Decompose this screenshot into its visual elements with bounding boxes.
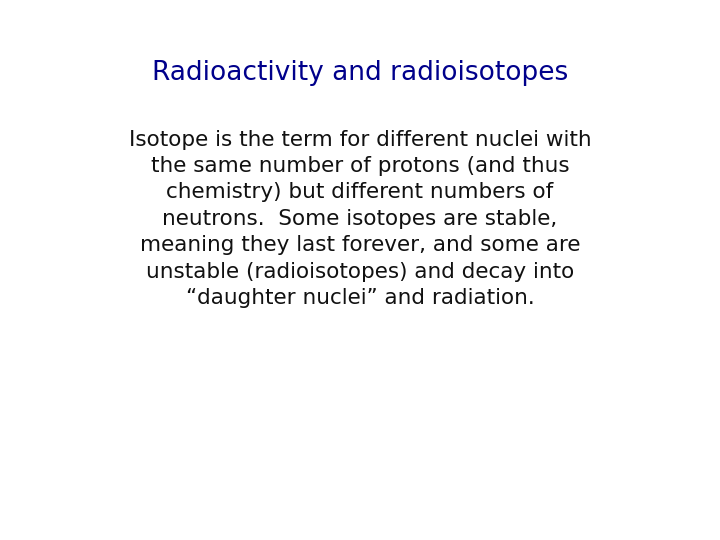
- Text: Radioactivity and radioisotopes: Radioactivity and radioisotopes: [152, 60, 568, 86]
- Text: Isotope is the term for different nuclei with
the same number of protons (and th: Isotope is the term for different nuclei…: [129, 130, 591, 308]
